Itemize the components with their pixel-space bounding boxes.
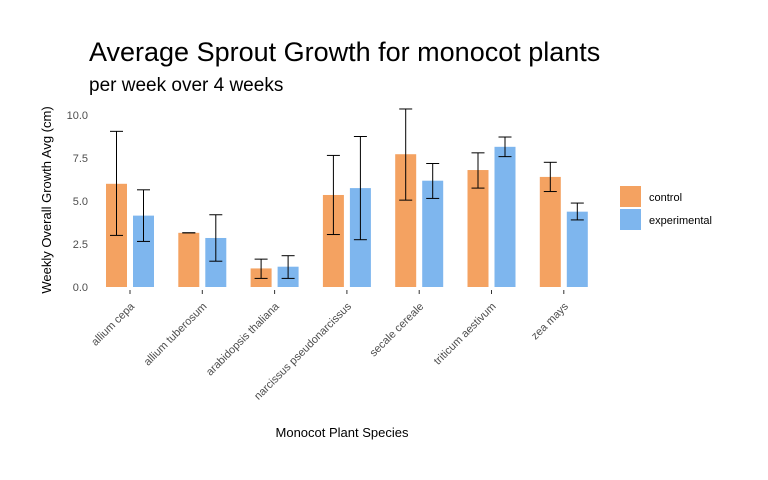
bar-experimental [133,215,154,287]
y-axis-title: Weekly Overall Growth Avg (cm) [39,106,54,293]
legend-label-control: control [649,192,682,204]
legend: control experimental [620,186,712,230]
x-tick-label: allium tuberosum [142,301,210,369]
bar-experimental [566,211,588,287]
legend-swatch-control [620,186,641,207]
y-tick-label: 7.5 [73,153,88,165]
bar-control [467,170,489,287]
x-tick-label: secale cereale [368,301,427,360]
x-tick-label: allium cepa [89,300,137,348]
y-tick-label: 0.0 [73,282,88,294]
bar-experimental [494,146,516,287]
bar-control [395,154,417,287]
chart-subtitle: per week over 4 weeks [89,75,283,96]
y-tick-label: 2.5 [73,239,88,251]
x-axis-title: Monocot Plant Species [276,425,409,440]
legend-swatch-experimental [620,209,641,230]
x-tick-label: zea mays [529,300,571,342]
bar-control [178,232,200,287]
bar-experimental [205,237,227,287]
bar-control [322,194,344,287]
x-tick-label: triticum aestivum [432,301,499,368]
bar-experimental [422,180,444,287]
chart-title: Average Sprout Growth for monocot plants [89,37,600,67]
legend-label-experimental: experimental [649,215,712,227]
bar-control [539,176,561,287]
plot-area: 0.0 2.5 5.0 7.5 10.0 allium cepa allium tubero… [67,108,588,403]
x-tick-label: arabidopsis thaliana [204,300,282,378]
y-tick-label: 10.0 [67,110,88,122]
y-tick-label: 5.0 [73,196,88,208]
